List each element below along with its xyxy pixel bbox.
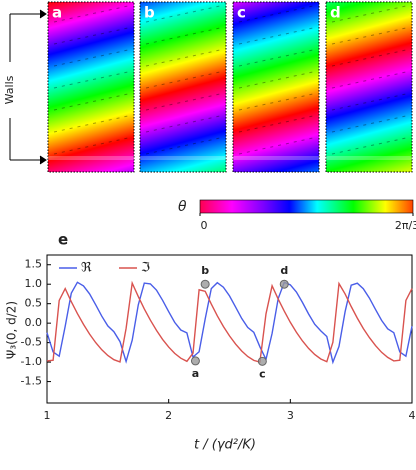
wall-stripe [140, 156, 226, 160]
director-panel [325, 1, 413, 173]
colorbar-tick-label: 0 [201, 219, 208, 232]
y-tick-label: -1.0 [21, 355, 42, 368]
panel-label: e [58, 231, 68, 249]
wall-stripe [326, 156, 412, 160]
marker-label: a [192, 367, 199, 380]
colorbar-label: θ [178, 199, 187, 215]
x-tick-label: 3 [287, 409, 294, 422]
x-tick-label: 2 [165, 409, 172, 422]
state-marker [200, 279, 210, 289]
y-tick-label: -0.5 [21, 336, 42, 349]
plot-frame [46, 254, 413, 404]
director-panel [232, 1, 320, 173]
wall-stripe [233, 156, 319, 160]
y-tick-label: 0.0 [25, 316, 43, 329]
y-tick-label: 1.5 [25, 258, 43, 271]
x-axis-label: t / (γd²/K) [194, 438, 256, 453]
marker-label: d [280, 264, 288, 277]
marker-label: b [201, 264, 209, 277]
y-tick-label: -1.5 [21, 375, 42, 388]
state-marker [190, 356, 200, 366]
y-tick-label: 1.0 [25, 277, 43, 290]
colorbar-tick-label: 2π/3 [395, 219, 416, 232]
series-line [46, 281, 413, 365]
legend-label: ℜ [81, 261, 92, 276]
y-tick-label: 0.5 [25, 297, 43, 310]
marker-label: c [259, 367, 266, 380]
state-marker [257, 356, 267, 366]
panel-label: c [237, 4, 246, 22]
walls-bracket [9, 9, 47, 165]
state-marker [279, 279, 289, 289]
walls-label: Walls [3, 75, 16, 104]
panel-label: a [52, 4, 62, 22]
legend-label: ℑ [141, 261, 150, 276]
director-panel [47, 1, 135, 173]
colorbar [199, 199, 414, 214]
director-panel [139, 1, 227, 173]
panel-label: d [330, 4, 341, 22]
x-tick-label: 1 [44, 409, 51, 422]
series-line [46, 280, 413, 363]
x-tick-label: 4 [409, 409, 416, 422]
y-axis-label: Ψ₃(0, d/2) [5, 301, 19, 359]
wall-stripe [48, 156, 134, 160]
panel-label: b [144, 4, 155, 22]
